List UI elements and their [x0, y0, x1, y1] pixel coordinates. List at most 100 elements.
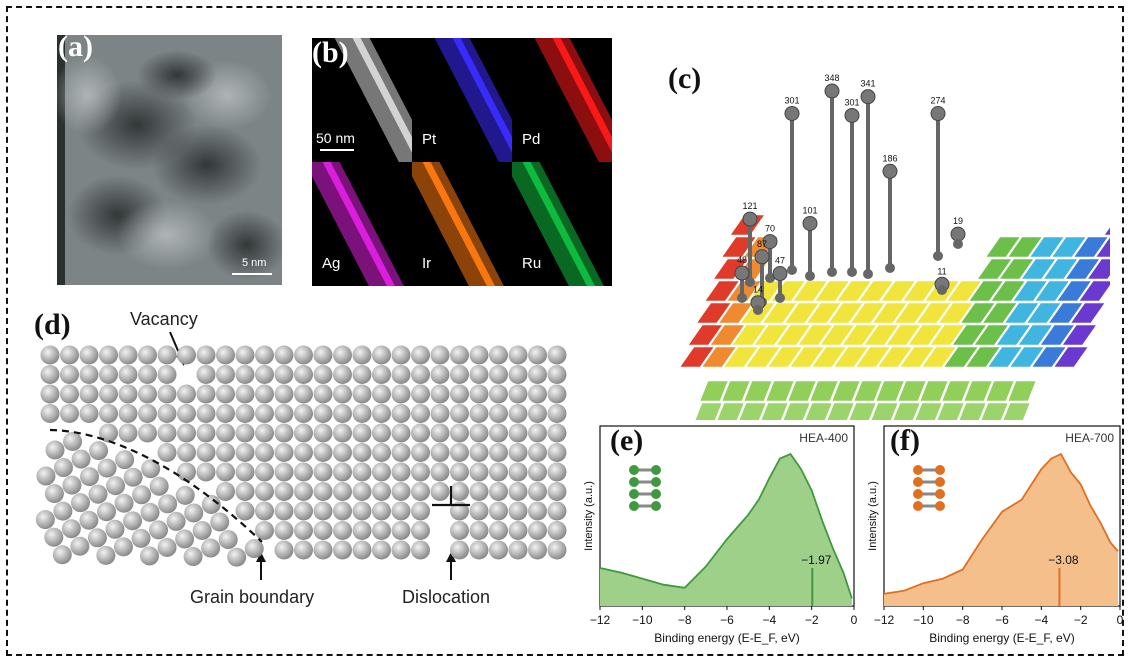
pin-head	[734, 265, 750, 281]
element-cell	[760, 402, 789, 420]
atom	[489, 404, 508, 423]
element-cell	[963, 380, 993, 402]
eds-stripe	[434, 38, 512, 162]
atom	[450, 443, 469, 462]
atom	[313, 501, 333, 521]
atom	[255, 423, 274, 443]
atom	[508, 404, 528, 423]
element-cell	[977, 258, 1013, 280]
atom	[118, 384, 138, 404]
element-cell	[858, 280, 894, 302]
atom	[450, 345, 469, 365]
atom	[313, 462, 333, 482]
element-cell	[995, 324, 1031, 346]
element-cell	[1002, 402, 1031, 420]
atom	[489, 443, 508, 462]
pin-count: 121	[742, 201, 757, 211]
molecule-icon-atom	[935, 465, 945, 475]
atom	[294, 384, 313, 404]
atom	[274, 540, 294, 560]
atom	[430, 462, 450, 482]
atom	[87, 528, 107, 548]
atom	[235, 443, 255, 462]
atom	[313, 423, 333, 443]
atom	[489, 501, 508, 521]
chart-title: HEA-700	[1065, 431, 1114, 445]
element-cell	[1031, 346, 1067, 368]
atom	[469, 345, 489, 365]
element-cell	[877, 346, 913, 368]
atom	[469, 404, 489, 423]
atom	[391, 345, 411, 365]
atom	[157, 537, 177, 557]
atom	[430, 365, 450, 384]
atom	[469, 501, 489, 521]
atom	[177, 384, 196, 404]
atom	[177, 345, 196, 365]
element-cell	[1051, 236, 1087, 258]
element-cell	[806, 302, 842, 324]
x-tick-label: 0	[851, 613, 858, 627]
atom	[489, 540, 508, 560]
pin-count: 47	[775, 256, 785, 266]
element-cell	[831, 380, 861, 402]
atom	[175, 529, 195, 549]
atom	[177, 443, 196, 462]
atom	[528, 501, 547, 521]
atom	[489, 365, 508, 384]
atom	[70, 536, 90, 556]
atom	[508, 365, 528, 384]
pin-base	[863, 269, 873, 279]
element-cell	[841, 324, 877, 346]
atom	[123, 467, 143, 487]
element-cell	[745, 346, 781, 368]
atom	[158, 494, 178, 514]
pin-base	[885, 263, 895, 273]
atom	[430, 404, 450, 423]
atom	[157, 404, 177, 423]
atom	[294, 482, 313, 501]
pin-head	[824, 83, 840, 99]
atom	[411, 521, 430, 540]
element-cell	[897, 380, 927, 402]
atom	[547, 521, 567, 540]
atom	[52, 545, 72, 565]
atom	[139, 546, 159, 566]
eds-map-pt: Pt	[412, 38, 512, 162]
element-cell	[921, 346, 957, 368]
eds-map-label: Ag	[322, 255, 341, 272]
atom	[372, 462, 391, 482]
atom	[411, 482, 430, 501]
atom	[508, 482, 528, 501]
atom	[547, 384, 567, 404]
atom	[528, 443, 547, 462]
element-cell	[987, 346, 1023, 368]
element-cell	[872, 302, 908, 324]
atom	[149, 520, 169, 540]
atom	[294, 404, 313, 423]
atom	[430, 482, 450, 501]
grain-boundary-arrowhead	[256, 552, 266, 562]
element-cell	[870, 402, 899, 420]
atom	[528, 404, 547, 423]
element-cell	[973, 324, 1009, 346]
atom	[79, 365, 99, 384]
x-tick-label: −2	[805, 613, 819, 627]
atom	[131, 528, 151, 548]
atom	[372, 423, 391, 443]
atom	[411, 540, 430, 560]
atom	[313, 521, 333, 540]
atom	[235, 345, 255, 365]
element-cell	[907, 324, 943, 346]
atom	[157, 365, 177, 384]
dos-area	[600, 454, 852, 606]
atom	[469, 462, 489, 482]
atom	[53, 458, 73, 478]
atom	[141, 459, 161, 479]
atom	[528, 540, 547, 560]
x-axis-label: Binding energy (E-E_F, eV)	[654, 631, 799, 645]
pin-base	[765, 273, 775, 283]
atom	[216, 404, 235, 423]
element-cell	[811, 346, 847, 368]
atom	[235, 482, 255, 501]
